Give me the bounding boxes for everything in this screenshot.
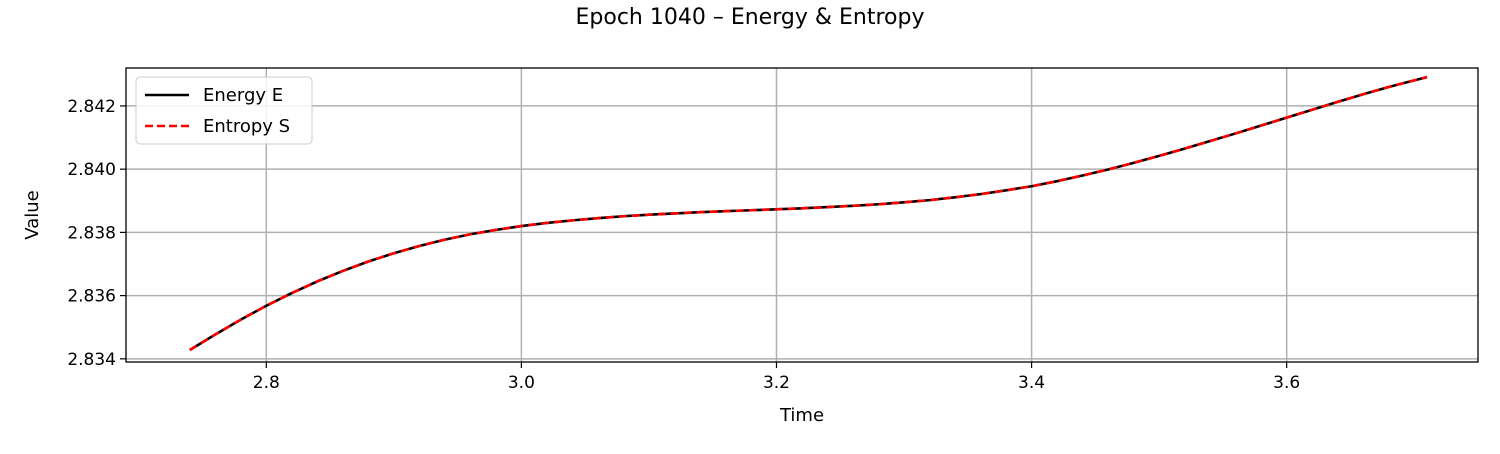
series-line-energy: [189, 75, 1428, 352]
x-tick-label: 3.4: [1018, 373, 1045, 393]
x-tick-label: 3.2: [763, 373, 790, 393]
y-tick-label: 2.836: [67, 287, 116, 307]
grid-lines: [126, 68, 1478, 362]
x-axis-label: Time: [779, 405, 824, 426]
y-tick-label: 2.840: [67, 160, 116, 180]
legend-label-entropy: Entropy S: [203, 116, 290, 137]
x-tick-label: 3.0: [508, 373, 535, 393]
y-axis-label: Value: [22, 190, 43, 239]
y-tick-label: 2.834: [67, 350, 116, 370]
chart-title: Epoch 1040 – Energy & Entropy: [575, 5, 925, 30]
plot-series: [189, 75, 1428, 352]
series-line-entropy: [189, 75, 1428, 352]
y-tick-label: 2.842: [67, 97, 116, 117]
legend-label-energy: Energy E: [203, 85, 283, 106]
legend: Energy E Entropy S: [135, 76, 313, 145]
x-tick-label: 2.8: [253, 373, 280, 393]
axis-ticks: 2.8 3.0 3.2 3.4 3.6 2.834 2.836 2.838 2.840 2.842: [67, 97, 1300, 393]
plot-frame: [125, 67, 1479, 363]
x-tick-label: 3.6: [1273, 373, 1300, 393]
y-tick-label: 2.838: [67, 223, 116, 243]
